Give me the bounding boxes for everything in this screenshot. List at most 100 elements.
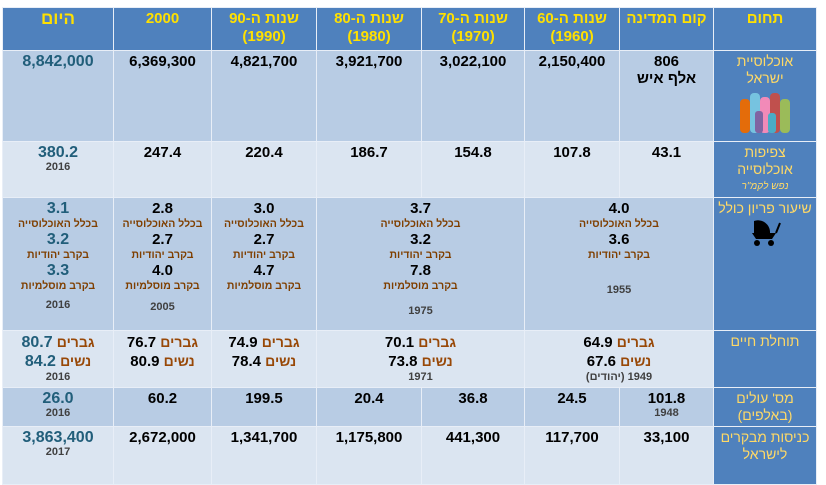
header-cell: תחום: [713, 7, 817, 51]
cell: 3.7 בכלל האוכלוסייה 3.2 בקרב יהודיות 7.8 בקרב…: [316, 197, 525, 331]
value: 380.2: [37, 144, 79, 161]
value: 107.8: [553, 144, 591, 161]
sub-label: בכלל האוכלוסייה: [579, 218, 659, 230]
cell: 8,842,000: [2, 50, 114, 142]
cell: גברים 70.1 נשים 73.8 1971: [316, 330, 525, 388]
cell: 101.8 1948: [619, 387, 714, 427]
line: גברים 70.1: [320, 333, 521, 352]
row-label: מס' עולים (באלפים): [713, 387, 817, 427]
sub-label: בקרב יהודיות: [131, 249, 194, 261]
value: 26.0: [42, 390, 74, 407]
value: 84.2: [24, 353, 56, 370]
cell: גברים 74.9 נשים 78.4: [211, 330, 317, 388]
cell: 3,022,100: [421, 50, 525, 142]
value: 70.1: [384, 334, 415, 351]
cell: 107.8: [524, 141, 620, 198]
figures: [740, 93, 790, 133]
cell: 20.4: [316, 387, 422, 427]
sub-label: בקרב יהודיות: [588, 249, 650, 261]
sub-label: נשים: [421, 353, 453, 369]
value: 78.4: [231, 353, 261, 370]
value: 117,700: [545, 429, 599, 446]
value: 3.1: [46, 200, 70, 217]
line: נשים 78.4: [215, 352, 313, 371]
cell: 3,863,400 2017: [2, 426, 114, 485]
cell: 154.8: [421, 141, 525, 198]
cell: 60.2: [113, 387, 212, 427]
header-cell: 2000: [113, 7, 212, 51]
sub-label: בקרב יהודיות: [389, 249, 452, 261]
value: 2,150,400: [538, 53, 606, 70]
sub-label: בקרב יהודיות: [233, 249, 295, 261]
line: נשים 84.2: [6, 352, 110, 371]
label-text: שיעור פריון כולל: [718, 200, 812, 216]
sub-label: בקרב מוסלמיות: [20, 280, 96, 292]
value: 2,672,000: [129, 429, 196, 446]
sub-label: נשים: [620, 353, 652, 369]
line: נשים 67.6: [528, 352, 710, 371]
line: גברים 74.9: [215, 333, 313, 352]
value: 43.1: [651, 144, 682, 161]
year: 2016: [45, 161, 71, 173]
value: 2.7: [152, 231, 173, 248]
value: 3,921,700: [335, 53, 403, 70]
cell: גברים 64.9 נשים 67.6 1949 (יהודים): [524, 330, 714, 388]
cell: 2,150,400: [524, 50, 620, 142]
value: 4,821,700: [230, 53, 298, 70]
year: 2017: [45, 446, 71, 458]
value: 3.3: [46, 262, 70, 279]
cell: 24.5: [524, 387, 620, 427]
value: 36.8: [458, 390, 488, 407]
line: נשים 73.8: [320, 352, 521, 371]
value: 3.2: [410, 231, 431, 248]
value: 7.8: [410, 262, 431, 279]
year: 2016: [45, 407, 71, 419]
value: 3.0: [253, 200, 275, 217]
cell: 441,300: [421, 426, 525, 485]
cell: 2,672,000: [113, 426, 212, 485]
value: 73.8: [388, 353, 418, 370]
sub-label: גברים: [56, 334, 95, 350]
header-cell: היום: [2, 7, 114, 51]
value: 76.7: [126, 334, 157, 351]
value: 74.9: [228, 334, 258, 351]
cell: 1,341,700: [211, 426, 317, 485]
value: 20.4: [354, 390, 384, 407]
year: 1955: [606, 284, 632, 296]
value: 154.8: [454, 144, 492, 161]
sub-label: נשים: [265, 353, 297, 369]
sub-label: נשים: [163, 353, 195, 369]
value: 64.9: [583, 334, 613, 351]
header-text: שנות ה-70: [438, 10, 508, 27]
cell: 117,700: [524, 426, 620, 485]
cell: 33,100: [619, 426, 714, 485]
value: 3.6: [608, 231, 630, 248]
header-text: שנות ה-80: [334, 10, 404, 27]
row-label: שיעור פריון כולל: [713, 197, 817, 331]
line: גברים 76.7: [117, 333, 208, 352]
value: 4.0: [152, 262, 173, 279]
cell: 199.5: [211, 387, 317, 427]
cell: 186.7: [316, 141, 422, 198]
year: 2005: [150, 301, 175, 313]
header-cell: שנות ה-80 (1980): [316, 7, 422, 51]
sub-label: גברים: [261, 334, 300, 350]
sub-label: בקרב יהודיות: [27, 249, 89, 261]
sub-label: בכלל האוכלוסייה: [224, 218, 304, 230]
sub-label: בקרב מוסלמיות: [226, 280, 302, 292]
stroller-icon: [752, 220, 781, 246]
year: 1948: [654, 407, 679, 419]
cell: 3.0 בכלל האוכלוסייה 2.7 בקרב יהודיות 4.7 בקרב…: [211, 197, 317, 331]
unit: נפש לקמ"ר: [741, 181, 789, 192]
row-label: כניסות מבקרים לישראל: [713, 426, 817, 485]
header-cell: שנות ה-60 (1960): [524, 7, 620, 51]
row-label: צפיפות אוכלוסייה נפש לקמ"ר: [713, 141, 817, 198]
cell: 43.1: [619, 141, 714, 198]
cell: 247.4: [113, 141, 212, 198]
cell: 6,369,300: [113, 50, 212, 142]
cell: 380.2 2016: [2, 141, 114, 198]
cell: 26.0 2016: [2, 387, 114, 427]
value: 1,175,800: [335, 429, 403, 446]
cell: 4,821,700: [211, 50, 317, 142]
cell: 1,175,800: [316, 426, 422, 485]
